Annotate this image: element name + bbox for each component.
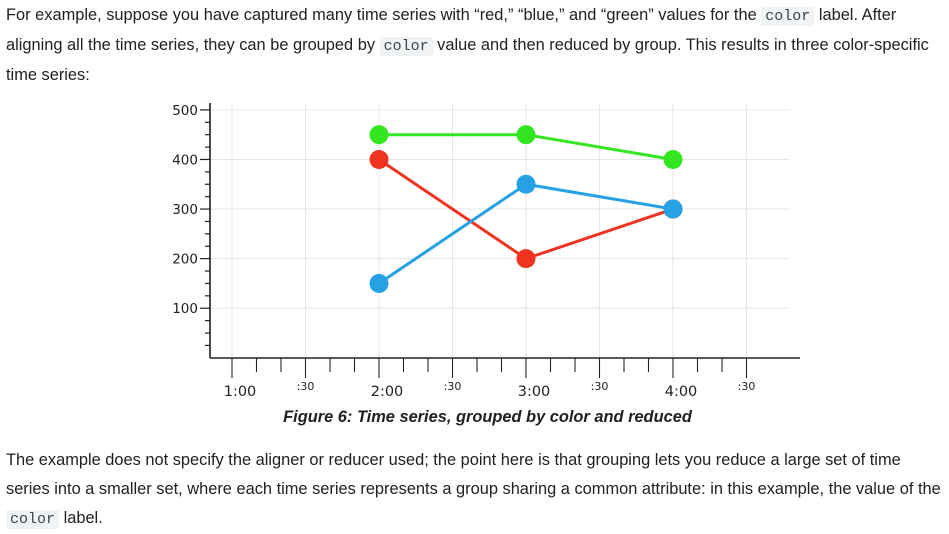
y-tick-label: 200	[172, 252, 198, 268]
outro-text-1: The example does not specify the aligner…	[6, 451, 941, 498]
x-tick-label-major: 4:00	[665, 384, 698, 400]
x-tick-label-major: 3:00	[518, 384, 551, 400]
x-tick-label-major: 2:00	[371, 384, 404, 400]
data-point	[369, 125, 389, 145]
x-tick-label-minor: :30	[297, 380, 315, 393]
inline-code-color: color	[6, 510, 60, 529]
x-tick-label-minor: :30	[591, 380, 609, 393]
data-point	[663, 199, 683, 219]
inline-code-color: color	[761, 7, 815, 26]
y-tick-label: 500	[172, 103, 198, 119]
y-tick-label: 100	[172, 301, 198, 317]
figure-caption: Figure 6: Time series, grouped by color …	[283, 408, 692, 426]
intro-text-3: value and then reduced by group. This re…	[6, 36, 929, 84]
data-point	[369, 273, 389, 293]
y-tick-label: 400	[172, 152, 198, 168]
data-point	[369, 149, 389, 169]
chart-series	[369, 125, 683, 293]
intro-text-2: label. After aligning all the time serie…	[6, 6, 897, 54]
data-point	[516, 249, 536, 269]
data-point	[663, 149, 683, 169]
intro-text-1: For example, suppose you have captured m…	[6, 6, 762, 24]
x-tick-label-major: 1:00	[224, 384, 257, 400]
x-tick-label-minor: :30	[738, 380, 756, 393]
outro-text-2: label.	[59, 509, 103, 527]
data-point	[516, 174, 536, 194]
data-point	[516, 125, 536, 145]
outro-paragraph: The example does not specify the aligner…	[6, 446, 946, 534]
x-tick-label-minor: :30	[444, 380, 462, 393]
intro-paragraph: For example, suppose you have captured m…	[6, 1, 946, 90]
chart-axes: 100 200 300 400 500 1:00 :30 2:00 :30 3:00 :30 4:00…	[172, 103, 800, 400]
chart-grid	[210, 103, 790, 358]
inline-code-color: color	[379, 37, 433, 56]
y-tick-label: 300	[172, 202, 198, 218]
